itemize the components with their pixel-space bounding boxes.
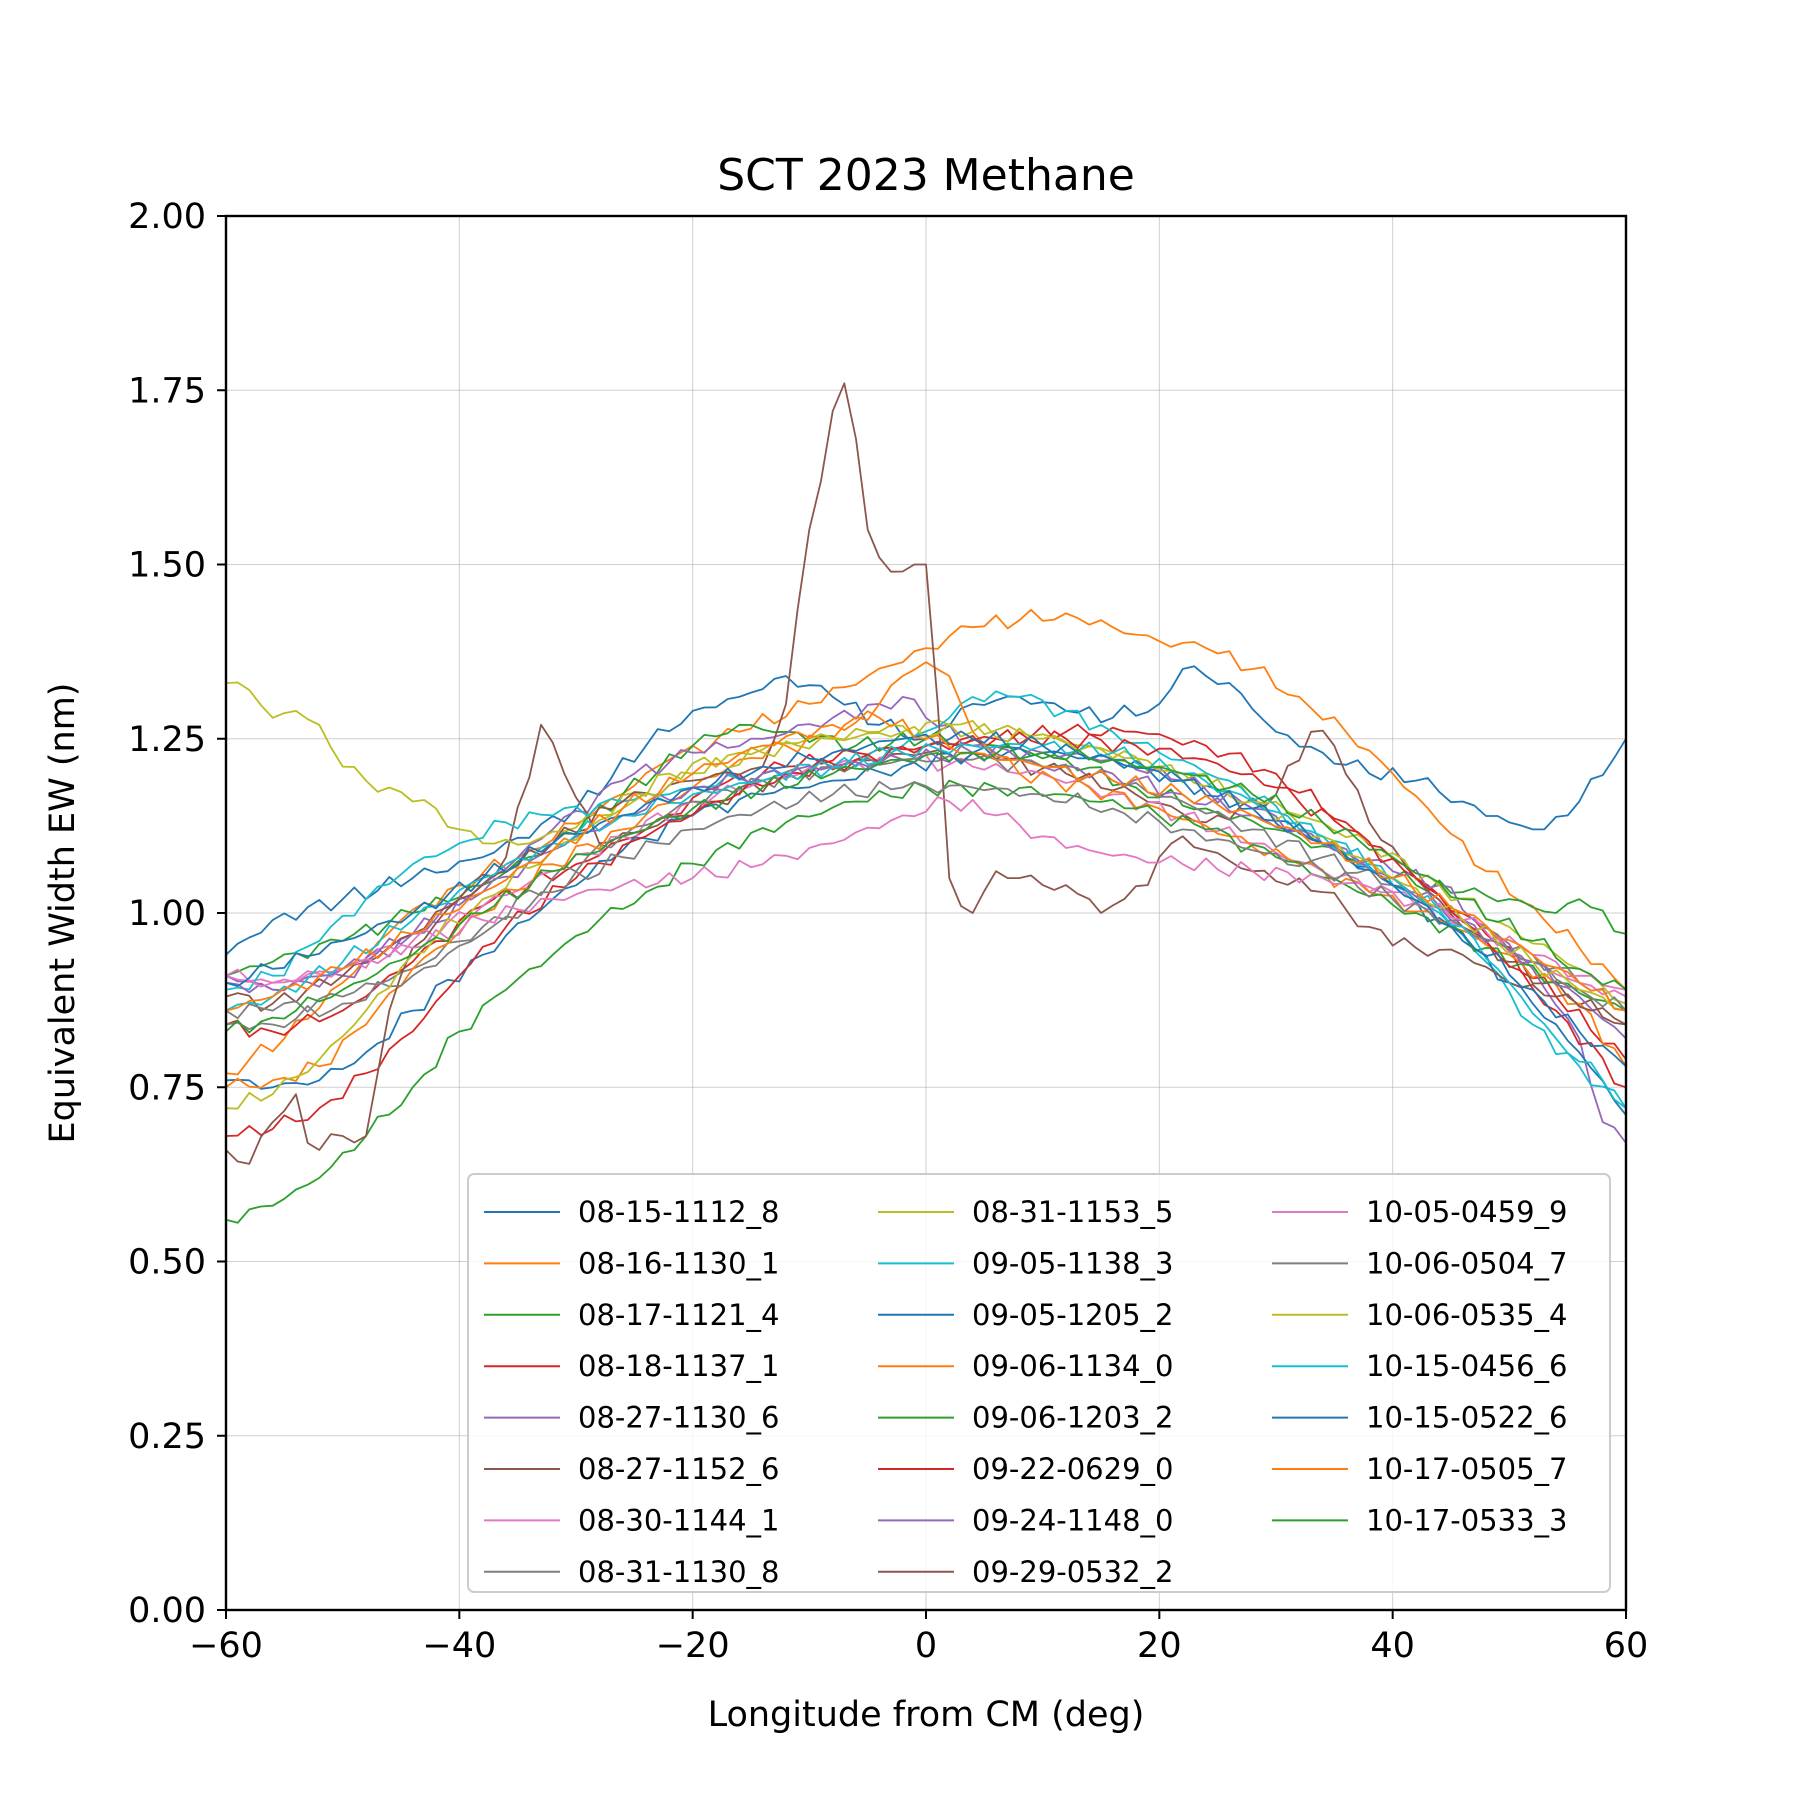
series-line-08-27-1130_6: [225, 696, 1627, 1144]
series-line-09-29-0532_2: [225, 382, 1627, 1165]
series-line-10-15-0522_6: [225, 730, 1627, 1067]
legend-label: 08-15-1112_8: [578, 1195, 780, 1229]
legend-label: 10-17-0533_3: [1366, 1503, 1568, 1537]
legend-label: 09-06-1134_0: [972, 1349, 1174, 1383]
y-tick-label: 0.00: [128, 1591, 206, 1631]
legend-label: 09-29-0532_2: [972, 1555, 1174, 1589]
series-line-09-06-1134_0: [225, 661, 1627, 1089]
legend-box: [467, 1173, 1611, 1593]
y-tick-label: 1.50: [128, 546, 206, 586]
y-axis-ticks: 0.00 0.25 0.50 0.75 1.00 1.25 1.50 1.75 2.00: [128, 197, 226, 1631]
x-axis-ticks: −60 −40 −20 0 20 40 60: [189, 1610, 1648, 1666]
legend-label: 10-15-0456_6: [1366, 1349, 1568, 1383]
legend-label: 08-27-1152_6: [578, 1452, 780, 1486]
series-line-10-17-0505_7: [225, 710, 1627, 1012]
x-tick-label: −20: [656, 1626, 730, 1666]
y-axis-label: Equivalent Width EW (nm): [43, 683, 83, 1144]
y-tick-label: 1.75: [128, 371, 206, 411]
legend-label: 10-05-0459_9: [1366, 1195, 1568, 1229]
series-line-08-31-1153_5: [225, 681, 1627, 1005]
x-axis-label: Longitude from CM (deg): [708, 1695, 1145, 1735]
series-line-09-22-0629_0: [225, 730, 1627, 1137]
series-line-10-05-0459_9: [225, 796, 1627, 991]
legend: 08-15-1112_8 08-16-1130_1 08-17-1121_4 08-1…: [467, 1173, 1611, 1593]
legend-label: 08-31-1130_8: [578, 1555, 780, 1589]
y-tick-label: 2.00: [128, 197, 206, 237]
legend-label: 08-27-1130_6: [578, 1401, 780, 1435]
legend-label: 08-18-1137_1: [578, 1349, 780, 1383]
x-tick-label: 60: [1604, 1626, 1649, 1666]
x-tick-label: 0: [915, 1626, 937, 1666]
legend-label: 09-05-1138_3: [972, 1246, 1174, 1280]
legend-label: 08-31-1153_5: [972, 1195, 1174, 1229]
series-group: [225, 382, 1627, 1224]
y-tick-label: 0.50: [128, 1243, 206, 1283]
legend-label: 09-22-0629_0: [972, 1452, 1174, 1486]
chart-title: SCT 2023 Methane: [717, 150, 1135, 201]
x-tick-label: 40: [1370, 1626, 1415, 1666]
legend-label: 08-16-1130_1: [578, 1246, 780, 1280]
legend-label: 09-24-1148_0: [972, 1503, 1174, 1537]
y-tick-label: 0.75: [128, 1068, 206, 1108]
x-tick-label: −60: [189, 1626, 263, 1666]
series-line-10-17-0533_3: [225, 743, 1627, 1034]
series-line-08-16-1130_1: [225, 608, 1627, 1076]
legend-label: 10-06-0535_4: [1366, 1298, 1568, 1332]
x-tick-label: −40: [422, 1626, 496, 1666]
legend-label: 10-17-0505_7: [1366, 1452, 1568, 1486]
legend-label: 09-06-1203_2: [972, 1401, 1174, 1435]
legend-label: 09-05-1205_2: [972, 1298, 1174, 1332]
y-tick-label: 0.25: [128, 1417, 206, 1457]
legend-label: 10-06-0504_7: [1366, 1246, 1568, 1280]
legend-label: 08-17-1121_4: [578, 1298, 780, 1332]
legend-label: 08-30-1144_1: [578, 1503, 780, 1537]
y-tick-label: 1.25: [128, 720, 206, 760]
x-tick-label: 20: [1137, 1626, 1182, 1666]
legend-label: 10-15-0522_6: [1366, 1401, 1568, 1435]
series-line-09-06-1203_2: [225, 779, 1627, 1224]
series-line-10-06-0504_7: [225, 780, 1627, 1031]
y-tick-label: 1.00: [128, 894, 206, 934]
